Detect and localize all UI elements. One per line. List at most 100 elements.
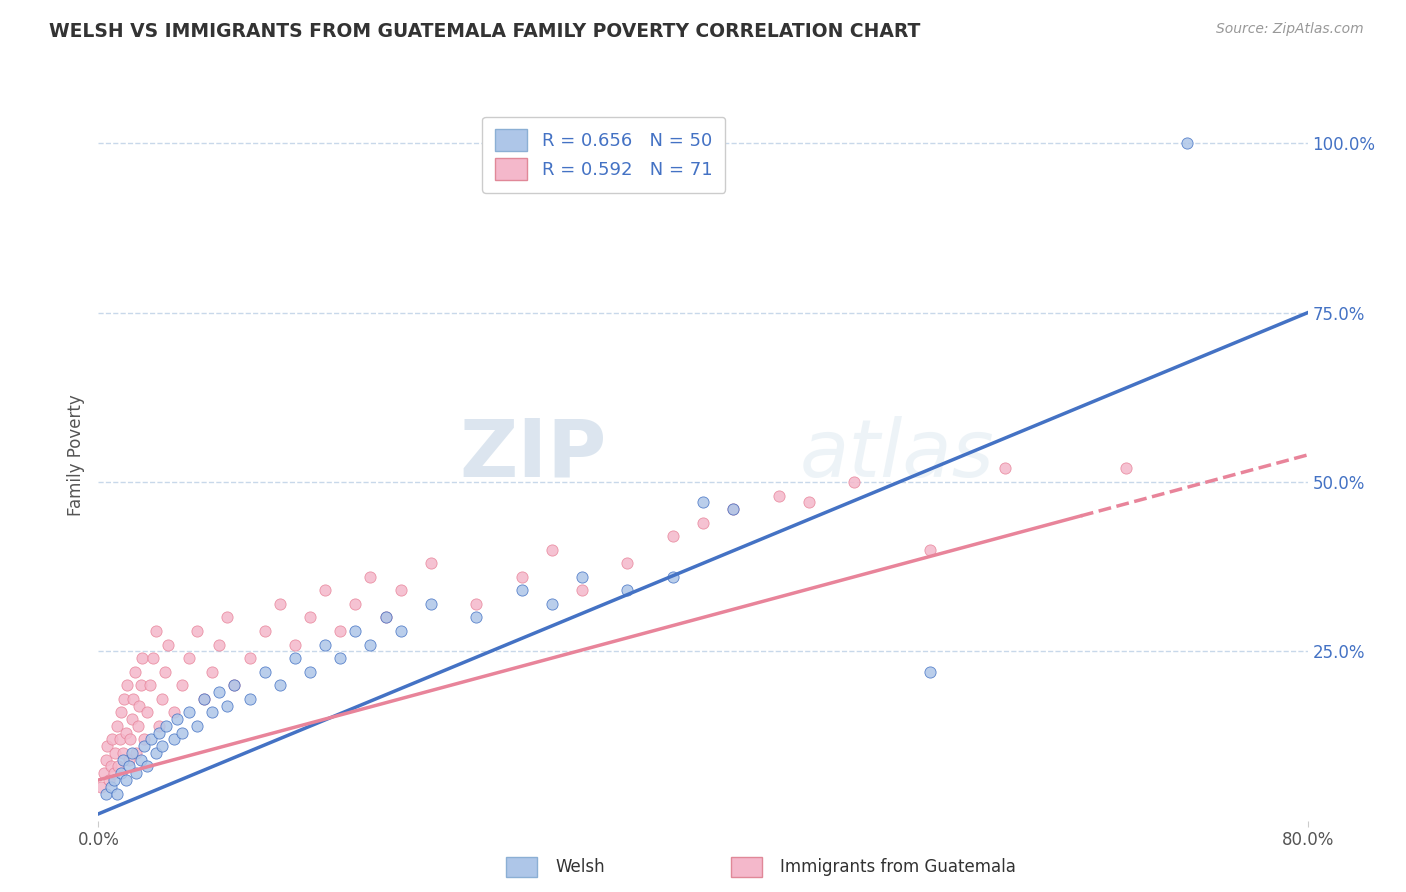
- Point: [163, 706, 186, 720]
- Point: [179, 651, 201, 665]
- Point: [111, 753, 134, 767]
- Point: [344, 597, 367, 611]
- Point: [105, 787, 128, 801]
- Point: [121, 712, 143, 726]
- Point: [510, 583, 533, 598]
- Point: [108, 732, 131, 747]
- Text: ZIP: ZIP: [458, 416, 606, 494]
- Point: [155, 719, 177, 733]
- Point: [239, 651, 262, 665]
- Point: [131, 651, 153, 665]
- Point: [616, 583, 638, 598]
- Point: [661, 570, 683, 584]
- Point: [465, 610, 488, 624]
- Point: [115, 678, 138, 692]
- Point: [94, 787, 117, 801]
- Point: [224, 678, 246, 692]
- Point: [186, 624, 208, 638]
- Point: [314, 583, 336, 598]
- Point: [93, 766, 115, 780]
- Point: [163, 732, 186, 747]
- Point: [329, 624, 352, 638]
- Point: [374, 610, 396, 624]
- Point: [360, 638, 382, 652]
- Point: [540, 597, 562, 611]
- Point: [104, 746, 127, 760]
- Point: [374, 610, 396, 624]
- Point: [110, 766, 132, 780]
- Point: [100, 780, 122, 794]
- Point: [135, 706, 157, 720]
- Point: [186, 719, 208, 733]
- Point: [127, 719, 149, 733]
- Point: [114, 772, 136, 787]
- Point: [145, 746, 167, 760]
- Point: [1175, 136, 1198, 151]
- Point: [284, 638, 307, 652]
- Point: [139, 678, 162, 692]
- Point: [179, 706, 201, 720]
- Point: [145, 624, 167, 638]
- Point: [112, 691, 135, 706]
- Point: [193, 691, 215, 706]
- Point: [142, 651, 165, 665]
- Point: [692, 495, 714, 509]
- Point: [510, 570, 533, 584]
- Point: [124, 665, 146, 679]
- Point: [797, 495, 820, 509]
- Point: [129, 753, 152, 767]
- Point: [105, 719, 128, 733]
- Point: [571, 570, 593, 584]
- Point: [94, 753, 117, 767]
- Point: [148, 719, 170, 733]
- Point: [156, 638, 179, 652]
- Point: [150, 691, 173, 706]
- Point: [692, 516, 714, 530]
- Point: [768, 489, 790, 503]
- Point: [118, 753, 141, 767]
- Point: [253, 624, 276, 638]
- Point: [103, 772, 125, 787]
- Point: [110, 706, 132, 720]
- Point: [120, 732, 142, 747]
- Point: [844, 475, 866, 489]
- Point: [208, 638, 231, 652]
- Point: [465, 597, 488, 611]
- Point: [103, 766, 125, 780]
- Point: [122, 691, 145, 706]
- Point: [208, 685, 231, 699]
- Point: [141, 732, 163, 747]
- Legend: R = 0.656   N = 50, R = 0.592   N = 71: R = 0.656 N = 50, R = 0.592 N = 71: [482, 117, 725, 193]
- Text: Immigrants from Guatemala: Immigrants from Guatemala: [780, 858, 1017, 876]
- Point: [299, 665, 322, 679]
- Point: [420, 597, 443, 611]
- Point: [129, 678, 152, 692]
- Point: [170, 725, 193, 739]
- Point: [125, 766, 148, 780]
- Point: [994, 461, 1017, 475]
- Point: [224, 678, 246, 692]
- Point: [420, 556, 443, 570]
- Point: [360, 570, 382, 584]
- Point: [1115, 461, 1137, 475]
- Point: [239, 691, 262, 706]
- Point: [135, 759, 157, 773]
- Point: [269, 597, 291, 611]
- Point: [90, 780, 112, 794]
- Point: [215, 610, 238, 624]
- Point: [101, 732, 124, 747]
- Point: [661, 529, 683, 543]
- Text: Source: ZipAtlas.com: Source: ZipAtlas.com: [1216, 22, 1364, 37]
- Point: [723, 502, 745, 516]
- Point: [540, 542, 562, 557]
- Point: [118, 759, 141, 773]
- Point: [148, 725, 170, 739]
- Point: [128, 698, 150, 713]
- Point: [100, 759, 122, 773]
- Y-axis label: Family Poverty: Family Poverty: [66, 394, 84, 516]
- Point: [121, 746, 143, 760]
- Point: [918, 542, 941, 557]
- Point: [107, 759, 129, 773]
- Point: [201, 706, 224, 720]
- Point: [616, 556, 638, 570]
